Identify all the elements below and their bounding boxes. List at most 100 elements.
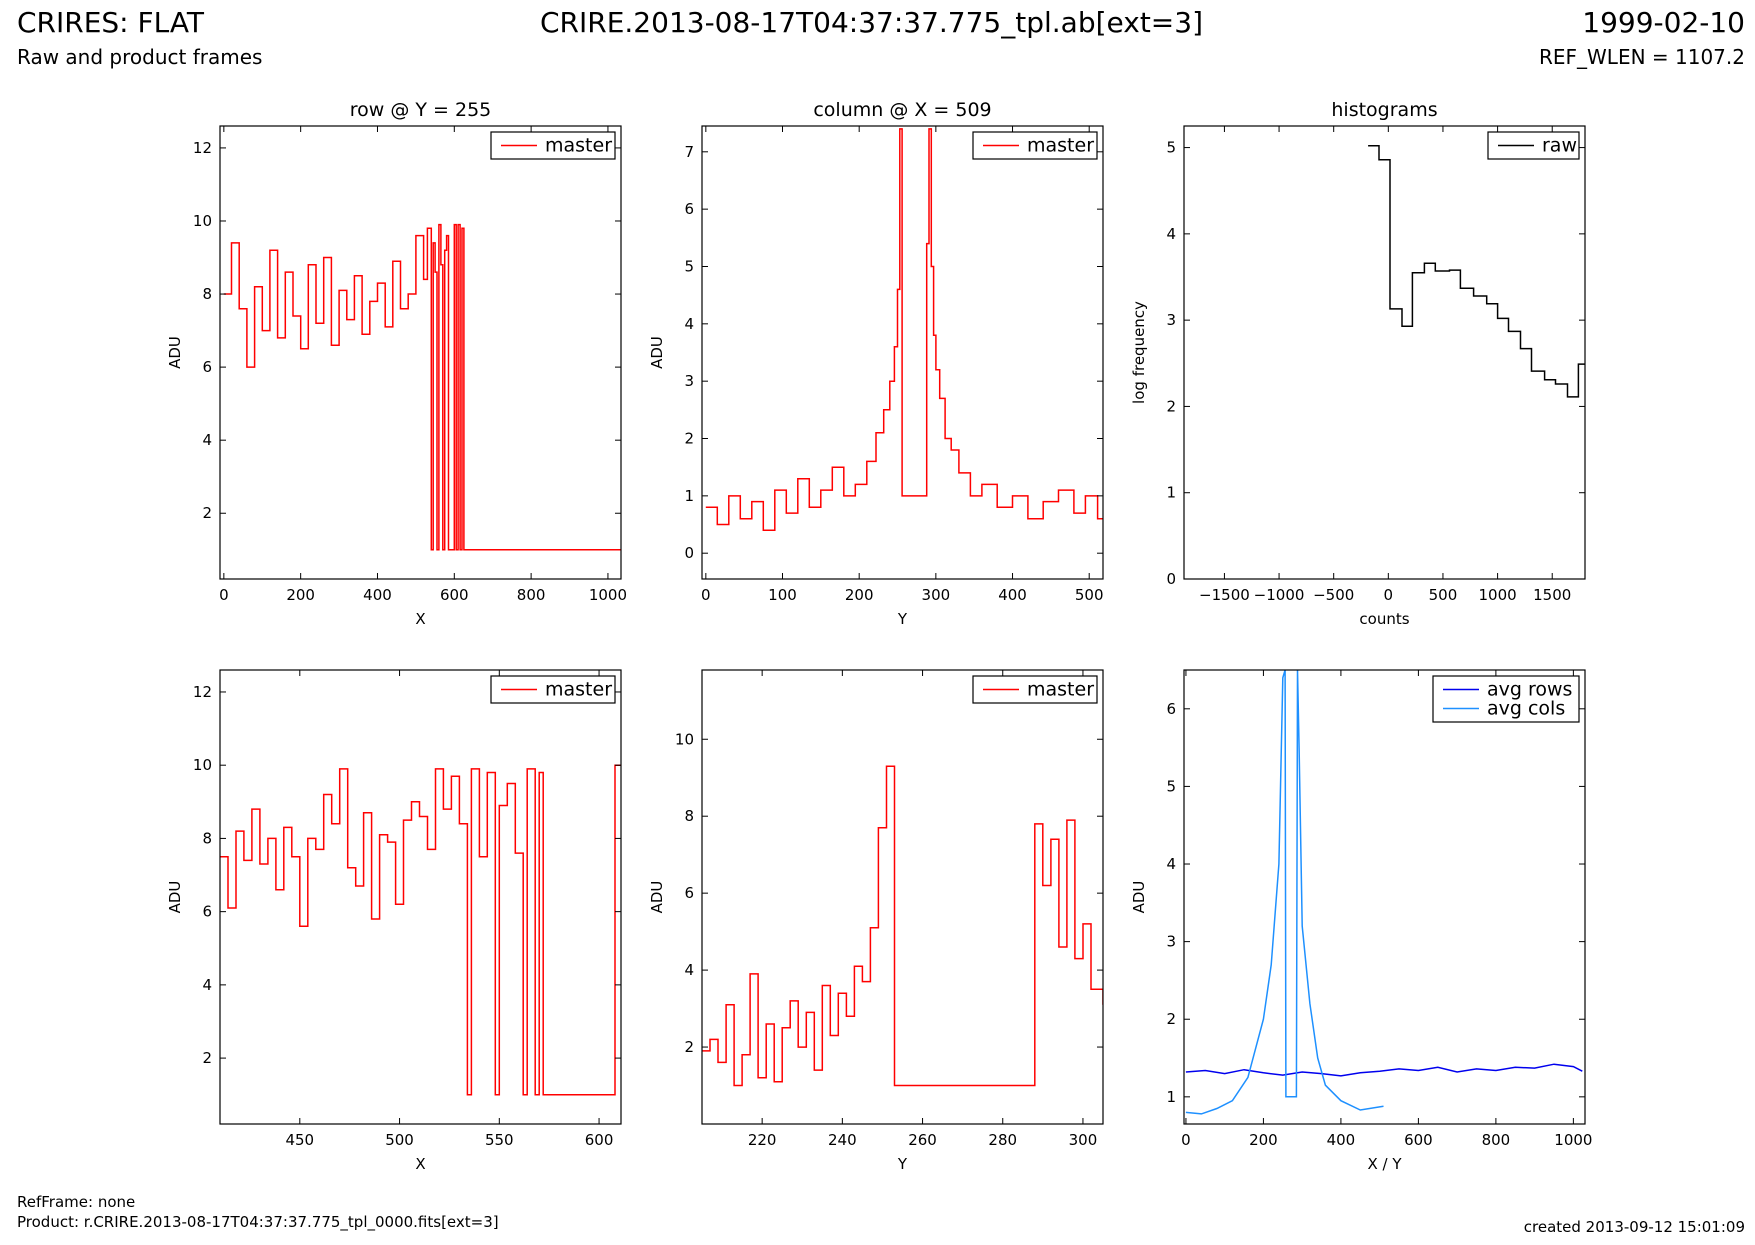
x-axis-label: Y: [897, 610, 908, 628]
legend: master: [972, 675, 1098, 704]
x-tick-label: 500: [1429, 586, 1458, 604]
y-tick-label: 2: [1166, 1010, 1176, 1028]
y-tick-label: 12: [193, 683, 212, 701]
x-tick-label: 1000: [1554, 1131, 1592, 1149]
x-tick-label: 800: [517, 586, 546, 604]
y-tick-label: 4: [684, 961, 694, 979]
x-tick-label: 450: [285, 1131, 314, 1149]
y-tick-label: 5: [1166, 139, 1176, 157]
legend: raw: [1487, 131, 1580, 160]
chart-column_zoom: 220 240 260 280 300 2 4 6 8 10 Y ADU master: [648, 669, 1104, 1173]
series-line-avg-rows: [1185, 1063, 1583, 1077]
y-tick-label: 3: [684, 372, 694, 390]
x-tick-label: 400: [363, 586, 392, 604]
y-axis-label: log frequency: [1130, 301, 1148, 404]
legend-label: master: [1027, 679, 1094, 701]
y-tick-label: 0: [684, 544, 694, 562]
legend-box: [1432, 675, 1580, 723]
legend-label: master: [545, 679, 612, 701]
x-tick-label: 300: [922, 586, 951, 604]
ref-wlen-label: REF_WLEN = 1107.2: [1538, 45, 1745, 69]
x-tick-label: 800: [1482, 1131, 1511, 1149]
y-tick-label: 2: [202, 1049, 212, 1067]
x-tick-label: 400: [998, 586, 1027, 604]
x-tick-label: 300: [1069, 1131, 1098, 1149]
x-tick-label: 600: [440, 586, 469, 604]
created-label: created 2013-09-12 15:01:09: [1523, 1218, 1745, 1236]
x-tick-label: 1000: [1478, 586, 1516, 604]
y-tick-label: 10: [193, 756, 212, 774]
y-axis-label: ADU: [648, 336, 666, 369]
x-tick-label: −1000: [1254, 586, 1305, 604]
y-axis-label: ADU: [1130, 881, 1148, 914]
x-tick-label: 0: [1181, 1131, 1191, 1149]
chart-row: 0 200 400 600 800 1000 2 4 6 8 10 12 row @ Y = 255 X A…: [166, 99, 627, 628]
figure-subtitle: Raw and product frames: [17, 45, 263, 69]
x-axis-label: X: [415, 610, 425, 628]
legend-label: master: [1027, 135, 1094, 157]
legend-label: raw: [1542, 135, 1577, 157]
y-tick-label: 2: [1166, 397, 1176, 415]
y-axis-label: ADU: [166, 881, 184, 914]
y-tick-label: 6: [202, 903, 212, 921]
x-tick-label: 600: [1404, 1131, 1433, 1149]
x-tick-label: 500: [1075, 586, 1104, 604]
x-tick-label: 600: [585, 1131, 614, 1149]
plot-frame: [1183, 669, 1586, 1125]
y-tick-label: 3: [1166, 933, 1176, 951]
y-tick-label: 4: [202, 431, 212, 449]
chart-title: column @ X = 509: [813, 99, 991, 121]
refframe-label: RefFrame: none: [17, 1193, 136, 1211]
plot-frame: [1183, 125, 1586, 580]
x-axis-label: X: [415, 1155, 425, 1173]
x-tick-label: −500: [1313, 586, 1354, 604]
legend: master: [490, 131, 616, 160]
series-line-master: [220, 764, 621, 1096]
date-title: 1999-02-10: [1582, 6, 1745, 39]
series-line-master: [223, 223, 621, 551]
legend-label: avg cols: [1487, 698, 1565, 720]
y-tick-label: 2: [684, 430, 694, 448]
legend: master: [972, 131, 1098, 160]
x-axis-label: counts: [1359, 610, 1409, 628]
y-tick-label: 10: [675, 730, 694, 748]
series-line-master: [705, 128, 1103, 532]
x-tick-label: 0: [1384, 586, 1394, 604]
x-tick-label: 200: [845, 586, 874, 604]
chart-title: row @ Y = 255: [350, 99, 492, 121]
series-line-raw: [1368, 145, 1585, 398]
y-tick-label: 2: [202, 504, 212, 522]
x-tick-label: 1500: [1533, 586, 1571, 604]
y-tick-label: 8: [684, 807, 694, 825]
y-tick-label: 3: [1166, 311, 1176, 329]
plot-frame: [701, 669, 1104, 1125]
y-tick-label: 4: [1166, 855, 1176, 873]
y-tick-label: 6: [1166, 700, 1176, 718]
y-tick-label: 8: [202, 829, 212, 847]
x-axis-label: Y: [897, 1155, 908, 1173]
x-tick-label: 0: [219, 586, 229, 604]
series-line-master: [702, 765, 1103, 1087]
x-tick-label: −1500: [1199, 586, 1250, 604]
legend-label: master: [545, 135, 612, 157]
y-tick-label: 10: [193, 212, 212, 230]
plot-frame: [219, 669, 622, 1125]
y-tick-label: 4: [684, 315, 694, 333]
y-tick-label: 6: [684, 884, 694, 902]
x-tick-label: 1000: [589, 586, 627, 604]
chart-row_zoom: 450 500 550 600 2 4 6 8 10 12 X ADU master: [166, 669, 622, 1173]
x-tick-label: 280: [988, 1131, 1017, 1149]
y-tick-label: 5: [1166, 777, 1176, 795]
x-tick-label: 0: [701, 586, 711, 604]
chart-hist: −1500 −1000 −500 0 500 1000 1500 0 1 2 3 4 5 histogra…: [1130, 99, 1586, 628]
x-tick-label: 240: [828, 1131, 857, 1149]
y-tick-label: 1: [1166, 1088, 1176, 1106]
y-tick-label: 4: [202, 976, 212, 994]
y-tick-label: 6: [684, 200, 694, 218]
plot-frame: [219, 125, 622, 580]
x-tick-label: 200: [286, 586, 315, 604]
y-tick-label: 4: [1166, 225, 1176, 243]
y-tick-label: 6: [202, 358, 212, 376]
